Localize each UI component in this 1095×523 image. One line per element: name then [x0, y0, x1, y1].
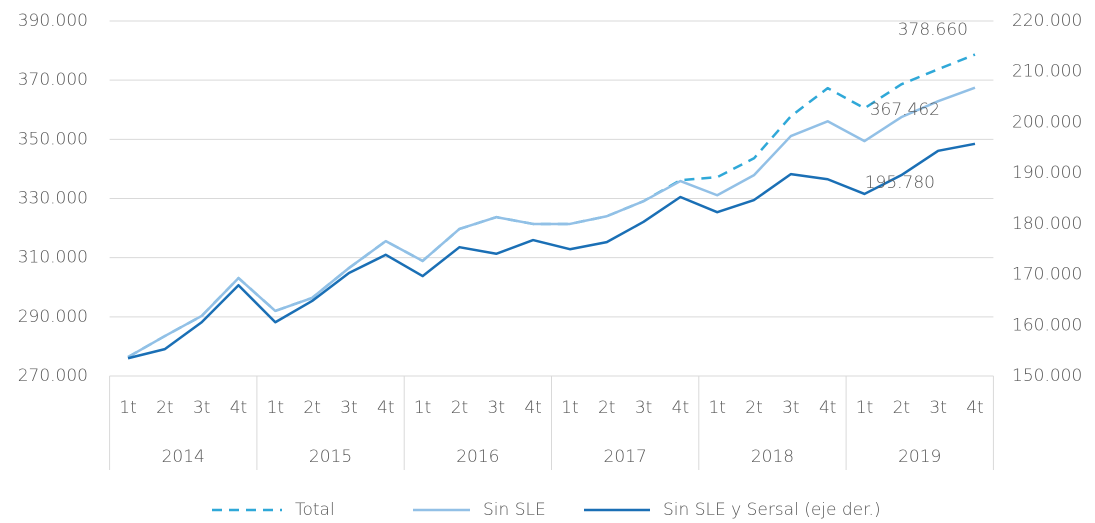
x-tick-label: 3t [635, 398, 652, 418]
x-tick-label: 1t [561, 398, 578, 418]
legend-label: Total [295, 500, 335, 520]
x-tick-label: 3t [782, 398, 799, 418]
x-tick-label: 1t [119, 398, 136, 418]
x-group-label: 2017 [604, 447, 647, 467]
x-tick-label: 4t [672, 398, 689, 418]
x-tick-label: 1t [414, 398, 431, 418]
series-line [127, 142, 976, 360]
y2-tick-label: 220.000 [1012, 11, 1082, 31]
data-label: 378.660 [898, 20, 968, 40]
x-tick-label: 2t [893, 398, 910, 418]
y2-tick-label: 210.000 [1012, 62, 1082, 82]
x-tick-label: 3t [488, 398, 505, 418]
x-group-label: 2014 [162, 447, 205, 467]
series-line [127, 86, 976, 359]
series-line [127, 53, 976, 359]
y-tick-label: 290.000 [18, 307, 88, 327]
x-group-label: 2015 [309, 447, 352, 467]
data-label: 195.780 [865, 173, 935, 193]
x-tick-label: 4t [230, 398, 247, 418]
y-tick-label: 310.000 [18, 248, 88, 268]
x-tick-label: 4t [377, 398, 394, 418]
x-tick-label: 1t [267, 398, 284, 418]
x-tick-label: 1t [856, 398, 873, 418]
y-tick-label: 270.000 [18, 366, 88, 386]
x-tick-label: 2t [745, 398, 762, 418]
x-group-label: 2019 [898, 447, 941, 467]
data-label: 367.462 [870, 100, 940, 120]
y-tick-label: 350.000 [18, 129, 88, 149]
x-tick-label: 2t [451, 398, 468, 418]
x-tick-label: 4t [819, 398, 836, 418]
x-tick-label: 4t [966, 398, 983, 418]
x-tick-label: 3t [193, 398, 210, 418]
y-tick-label: 370.000 [18, 70, 88, 90]
x-tick-label: 4t [524, 398, 541, 418]
x-tick-label: 3t [929, 398, 946, 418]
x-tick-label: 2t [156, 398, 173, 418]
y2-tick-label: 190.000 [1012, 163, 1082, 183]
y-tick-label: 330.000 [18, 189, 88, 209]
legend-label: Sin SLE [483, 500, 546, 520]
x-tick-label: 1t [708, 398, 725, 418]
x-group-label: 2016 [456, 447, 499, 467]
x-group-label: 2018 [751, 447, 794, 467]
y2-tick-label: 160.000 [1012, 315, 1082, 335]
y2-tick-label: 200.000 [1012, 112, 1082, 132]
x-tick-label: 2t [598, 398, 615, 418]
y2-tick-label: 170.000 [1012, 265, 1082, 285]
x-tick-label: 3t [340, 398, 357, 418]
x-tick-label: 2t [303, 398, 320, 418]
legend-label: Sin SLE y Sersal (eje der.) [663, 500, 881, 520]
y2-tick-label: 180.000 [1012, 214, 1082, 234]
y-tick-label: 390.000 [18, 11, 88, 31]
y2-tick-label: 150.000 [1012, 366, 1082, 386]
